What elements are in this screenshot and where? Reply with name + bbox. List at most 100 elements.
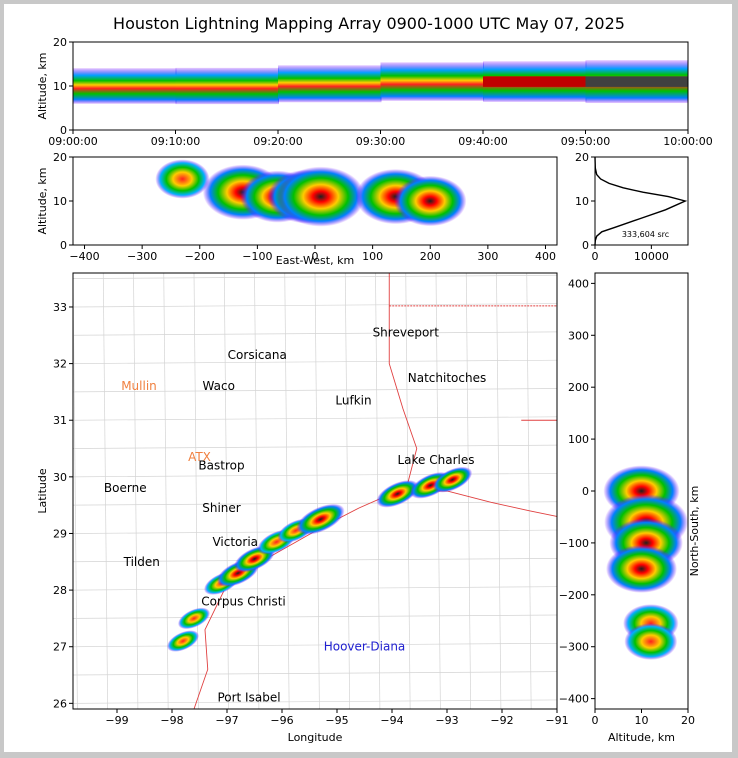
time-height-x-tick-label: 09:20:00 — [253, 135, 302, 148]
time-height-x-tick-label: 09:30:00 — [356, 135, 405, 148]
ns-ylabel: North-South, km — [688, 486, 701, 577]
time-height-segment — [380, 62, 484, 101]
city-label: Waco — [203, 379, 235, 393]
ns-y-tick-label: 100 — [568, 433, 589, 446]
chart-title: Houston Lightning Mapping Array 0900-100… — [113, 14, 625, 33]
ew-x-tick-label: 200 — [420, 250, 441, 263]
city-label: Port Isabel — [217, 691, 280, 705]
ns-cell — [624, 623, 678, 660]
map-lat-tick-label: 26 — [53, 697, 67, 710]
city-label: Bastrop — [198, 459, 244, 473]
map-lon-tick-label: −96 — [270, 714, 293, 727]
city-label: ATX — [188, 450, 211, 464]
ew-x-tick-label: 0 — [312, 250, 319, 263]
map-ylabel: Latitude — [36, 468, 49, 514]
county-line — [254, 273, 260, 709]
map-lon-tick-label: −91 — [545, 714, 568, 727]
county-line — [102, 273, 108, 709]
map-lon-tick-label: −98 — [160, 714, 183, 727]
map-xlabel: Longitude — [288, 731, 343, 744]
ns-y-tick-label: 400 — [568, 277, 589, 290]
map-lat-tick-label: 33 — [53, 301, 67, 314]
county-line — [73, 586, 557, 591]
ew-cell — [276, 166, 365, 227]
time-height-segment — [73, 68, 177, 104]
time-height-x-tick-label: 10:00:00 — [663, 135, 712, 148]
ns-y-tick-label: 200 — [568, 381, 589, 394]
county-line — [73, 614, 557, 619]
county-line — [223, 273, 229, 709]
city-label: Shiner — [202, 501, 241, 515]
county-line — [284, 273, 290, 709]
time-height-x-tick-label: 09:50:00 — [561, 135, 610, 148]
county-line — [314, 273, 320, 709]
city-label: Shreveport — [373, 325, 440, 339]
time-height-y-tick-label: 0 — [60, 124, 67, 137]
county-line — [73, 671, 557, 676]
time-height-core — [585, 76, 688, 87]
ns-y-tick-label: −200 — [559, 589, 589, 602]
ew-y-tick-label: 0 — [60, 239, 67, 252]
histogram-x-tick-label: 0 — [592, 250, 599, 263]
county-line — [73, 501, 557, 506]
city-label: Corpus Christi — [201, 594, 286, 608]
ew-x-tick-label: −300 — [127, 250, 157, 263]
figure-background — [4, 4, 732, 752]
time-height-segment — [278, 65, 382, 103]
county-line — [73, 642, 557, 648]
lightning-source-cluster — [296, 503, 345, 535]
map-lon-tick-label: −99 — [105, 714, 128, 727]
city-label: Natchitoches — [408, 371, 486, 385]
county-line — [73, 331, 557, 336]
time-height-segment — [175, 67, 279, 105]
map-lat-tick-label: 29 — [53, 527, 67, 540]
county-line — [73, 416, 557, 421]
lightning-source-cluster — [177, 607, 211, 630]
ns-y-tick-label: 0 — [582, 485, 589, 498]
map-lon-tick-label: −92 — [490, 714, 513, 727]
county-line — [73, 274, 557, 280]
city-label: Corsicana — [228, 348, 287, 362]
ew-y-tick-label: 10 — [53, 195, 67, 208]
time-height-y-tick-label: 20 — [53, 36, 67, 49]
histogram-y-tick-label: 10 — [575, 195, 589, 208]
ew-cell — [155, 159, 210, 199]
ns-x-tick-label: 20 — [681, 714, 695, 727]
map-lat-tick-label: 31 — [53, 414, 67, 427]
lightning-source-cluster — [432, 466, 473, 493]
map-lon-tick-label: −95 — [325, 714, 348, 727]
ew-x-tick-label: −100 — [242, 250, 272, 263]
ew-x-tick-label: 100 — [362, 250, 383, 263]
ns-xlabel: Altitude, km — [608, 731, 675, 744]
time-height-y-tick-label: 10 — [53, 80, 67, 93]
map-lon-tick-label: −97 — [215, 714, 238, 727]
ns-y-tick-label: −300 — [559, 641, 589, 654]
ns-cell — [606, 544, 677, 593]
time-height-core — [483, 76, 587, 87]
ew-cell — [394, 175, 467, 227]
map-frame — [72, 272, 558, 710]
ns-x-tick-label: 10 — [635, 714, 649, 727]
ew-xlabel: East-West, km — [276, 254, 354, 267]
ew-x-tick-label: 300 — [477, 250, 498, 263]
map-lon-tick-label: −94 — [380, 714, 403, 727]
county-line — [344, 273, 350, 709]
county-line — [73, 388, 557, 393]
county-line — [163, 273, 169, 709]
ns-y-tick-label: 300 — [568, 329, 589, 342]
lightning-source-cluster — [166, 630, 200, 652]
state-border — [388, 273, 418, 492]
time-height-x-tick-label: 09:00:00 — [48, 135, 97, 148]
county-line — [73, 273, 78, 709]
county-line — [73, 473, 557, 478]
histogram-y-tick-label: 0 — [582, 239, 589, 252]
histogram-y-tick-label: 20 — [575, 151, 589, 164]
county-line — [73, 444, 557, 449]
county-line — [465, 273, 471, 709]
map-lat-tick-label: 28 — [53, 584, 67, 597]
map-lon-tick-label: −93 — [435, 714, 458, 727]
histogram-x-tick-label: 10000 — [634, 250, 669, 263]
ns-plot — [603, 465, 688, 660]
map-lat-tick-label: 27 — [53, 641, 67, 654]
